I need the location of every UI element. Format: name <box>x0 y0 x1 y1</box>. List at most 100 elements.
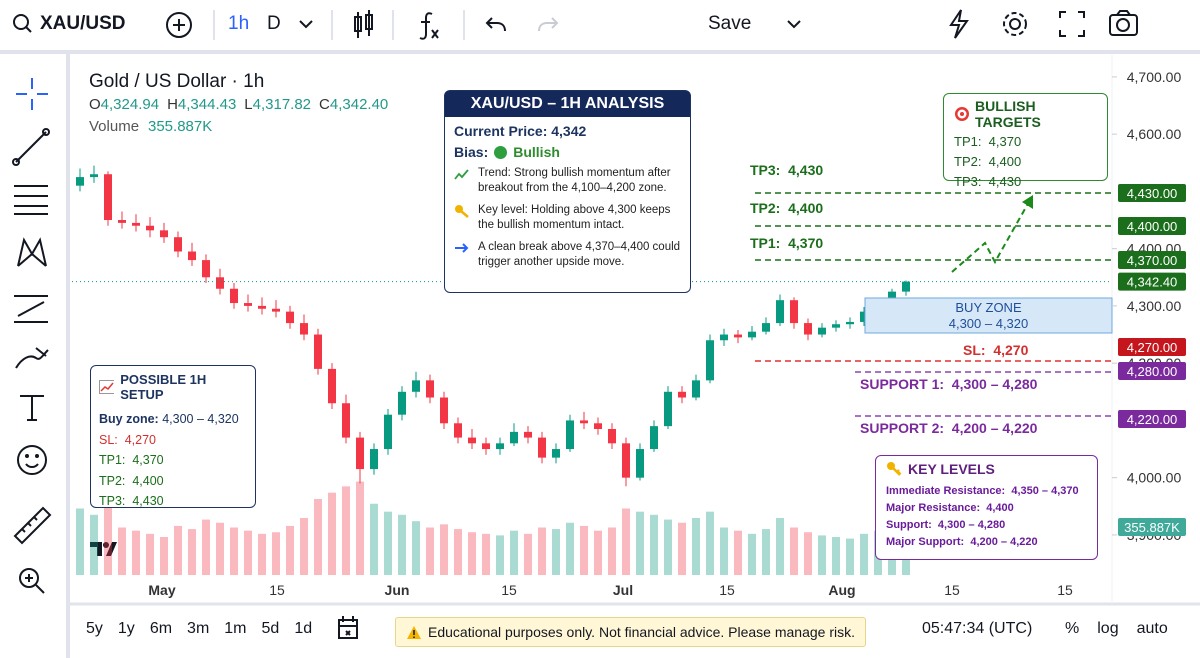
candle-body <box>762 323 770 332</box>
trendline-tool[interactable] <box>15 131 47 163</box>
goto-date-icon[interactable] <box>338 616 358 639</box>
volume-bar <box>566 522 574 575</box>
interval-chevron[interactable] <box>299 20 313 29</box>
volume-bar <box>804 532 812 575</box>
analysis-point: Trend: Strong bullish momentum after bre… <box>454 166 681 196</box>
point-text: Key level: Holding above 4,300 keeps the… <box>478 204 671 231</box>
volume-bar <box>538 527 546 575</box>
volume-bar <box>468 532 476 575</box>
candle-body <box>216 277 224 289</box>
key-levels-panel: KEY LEVELS Immediate Resistance: 4,350 –… <box>875 455 1098 560</box>
volume-bar <box>594 530 602 575</box>
scale-toggle[interactable]: log <box>1097 620 1119 637</box>
price-tag <box>1118 184 1186 202</box>
undo-icon[interactable] <box>485 17 506 32</box>
ohlc-value: 4,324.94 <box>100 96 160 113</box>
screenshot-icon[interactable] <box>1109 14 1138 36</box>
crosshair-tool[interactable] <box>16 78 48 110</box>
warning-icon <box>407 625 421 639</box>
tp2-label: TP2: 4,400 <box>750 200 824 216</box>
candle-body <box>356 437 364 470</box>
y-tick-label: 4,000.00 <box>1127 470 1182 486</box>
add-symbol-icon[interactable] <box>166 12 192 38</box>
volume-bar <box>510 530 518 575</box>
candle-body <box>818 327 826 335</box>
point-text: Trend: Strong bullish momentum after bre… <box>478 167 671 194</box>
fullscreen-icon[interactable] <box>1059 11 1085 37</box>
settings-icon[interactable] <box>1009 18 1021 30</box>
timeframe[interactable]: 5d <box>261 620 280 637</box>
candle-body <box>412 380 420 392</box>
price-tag <box>1118 217 1186 235</box>
candle-body <box>832 324 840 328</box>
interval-alt[interactable]: D <box>267 13 281 34</box>
volume-bar <box>580 525 588 575</box>
timeframe[interactable]: 3m <box>187 620 210 637</box>
candle-body <box>328 368 336 404</box>
indicators-icon[interactable] <box>419 12 439 40</box>
sidebar-icons <box>12 78 358 639</box>
timeframe[interactable]: 1d <box>294 620 313 637</box>
scale-toggle[interactable]: % <box>1065 620 1080 637</box>
chart-type-icon[interactable] <box>354 10 373 38</box>
setup-target: TP1: 4,370 <box>99 453 164 467</box>
x-tick-label: Jun <box>385 582 410 598</box>
text-tool[interactable] <box>20 395 44 421</box>
point-icon <box>454 241 470 270</box>
price-tag <box>1118 410 1186 428</box>
x-tick-label: 15 <box>719 582 735 598</box>
setup-buy-label: Buy zone: <box>99 412 159 426</box>
candle-body <box>664 391 672 427</box>
price-tag <box>1118 338 1186 356</box>
fib-tool[interactable] <box>14 185 48 215</box>
timeframe[interactable]: 5y <box>86 620 103 637</box>
scale-toggle[interactable]: auto <box>1136 620 1168 637</box>
candle-body <box>636 449 644 478</box>
setup-panel: POSSIBLE 1H SETUP Buy zone: 4,300 – 4,32… <box>90 365 256 508</box>
alert-icon[interactable] <box>949 9 969 39</box>
volume-bar <box>482 533 490 575</box>
pattern-tool[interactable] <box>17 237 47 267</box>
icon-tool[interactable] <box>17 445 47 475</box>
ohlc-letter: L <box>244 96 253 113</box>
candle-body <box>566 420 574 450</box>
legend-title: Gold / US Dollar · 1h <box>89 71 265 92</box>
volume-bar <box>790 527 798 575</box>
price-tag-label: 4,400.00 <box>1127 219 1178 234</box>
toolbar-icons <box>13 9 1138 40</box>
volume-bar <box>636 511 644 575</box>
search-icon[interactable] <box>13 14 29 30</box>
price-tag <box>1118 251 1186 269</box>
series-layer <box>76 165 910 575</box>
candle-body <box>888 291 896 304</box>
ruler-tool[interactable] <box>13 506 52 545</box>
candle-body <box>552 449 560 458</box>
candle-body <box>202 260 210 278</box>
brush-tool[interactable] <box>15 347 49 369</box>
save-button[interactable]: Save <box>708 13 752 34</box>
symbol[interactable]: XAU/USD <box>40 13 126 34</box>
setup-sl: SL: 4,270 <box>99 432 156 447</box>
volume-bar <box>440 524 448 575</box>
target-item: TP3: 4,430 <box>954 174 1022 189</box>
volume-bar <box>454 529 462 575</box>
timeframe[interactable]: 1y <box>117 620 135 637</box>
last-price-label: 4,342.40 <box>1127 275 1178 290</box>
interval[interactable]: 1h <box>228 13 250 34</box>
setup-buy-value: 4,300 – 4,320 <box>162 412 239 426</box>
toolbar-bg <box>0 0 1200 52</box>
save-chevron[interactable] <box>787 20 801 29</box>
targets-header: BULLISH TARGETS <box>954 98 1097 130</box>
price-tag-label: 4,280.00 <box>1127 364 1178 379</box>
zoom-tool[interactable] <box>19 568 39 588</box>
timeframe[interactable]: 6m <box>149 620 173 637</box>
timeframe[interactable]: 1m <box>224 620 247 637</box>
key-level-item: Major Resistance: 4,400 <box>886 502 1014 514</box>
y-tick-label: 4,600.00 <box>1127 126 1182 142</box>
prediction-tool[interactable] <box>14 295 48 323</box>
volume-bar <box>328 492 336 575</box>
ohlc-value: 4,342.40 <box>329 96 389 113</box>
candle-body <box>146 225 154 231</box>
ohlc-letter: H <box>167 96 178 113</box>
candle-body <box>286 311 294 324</box>
